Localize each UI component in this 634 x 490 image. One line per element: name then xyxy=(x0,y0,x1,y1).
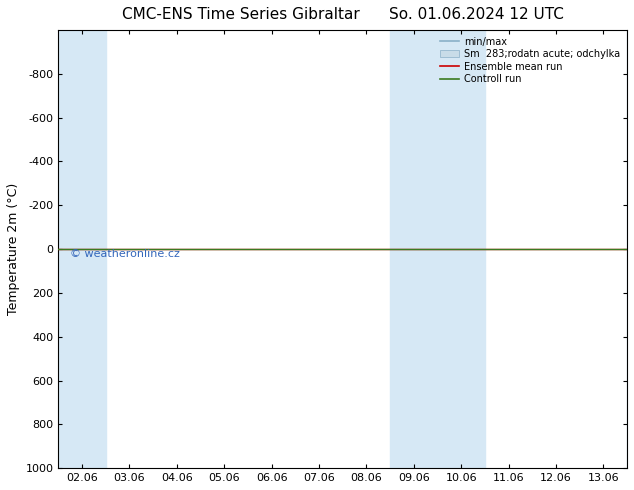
Y-axis label: Temperature 2m (°C): Temperature 2m (°C) xyxy=(7,183,20,315)
Legend: min/max, Sm  283;rodatn acute; odchylka, Ensemble mean run, Controll run: min/max, Sm 283;rodatn acute; odchylka, … xyxy=(438,35,622,86)
Bar xyxy=(390,30,485,468)
Text: © weatheronline.cz: © weatheronline.cz xyxy=(70,249,179,259)
Bar xyxy=(627,30,634,468)
Title: CMC-ENS Time Series Gibraltar      So. 01.06.2024 12 UTC: CMC-ENS Time Series Gibraltar So. 01.06.… xyxy=(122,7,564,22)
Bar xyxy=(58,30,106,468)
